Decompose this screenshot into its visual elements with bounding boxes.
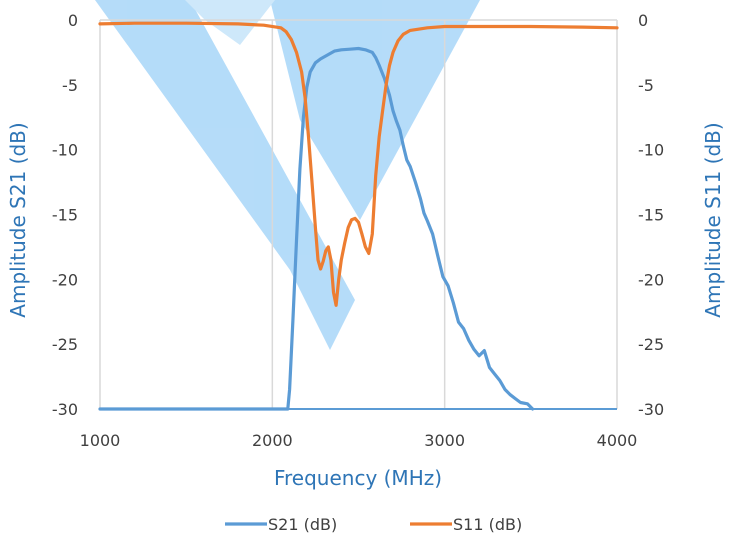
legend-label: S11 (dB) [453,515,522,534]
legend-label: S21 (dB) [268,515,337,534]
series-layer [98,21,619,411]
x-axis-title: Frequency (MHz) [274,466,442,490]
right-tick-label: -10 [638,141,664,160]
left-tick-label: -25 [52,335,78,354]
left-tick-label: -5 [62,76,78,95]
right-axis-title: Amplitude S11 (dB) [701,122,725,317]
watermark-shape-right [270,0,480,220]
left-tick-label: 0 [68,11,78,30]
watermark-shape-left [95,0,355,350]
right-tick-label: -15 [638,206,664,225]
left-axis-title: Amplitude S21 (dB) [6,122,30,317]
x-tick-label: 4000 [597,431,638,450]
right-tick-label: -5 [638,76,654,95]
left-tick-label: -10 [52,141,78,160]
gridlines [99,20,618,409]
left-tick-label: -30 [52,400,78,419]
right-tick-label: -30 [638,400,664,419]
right-tick-label: 0 [638,11,648,30]
legend: S21 (dB) S11 (dB) [225,515,522,534]
left-axis-ticks: 0 -5 -10 -15 -20 -25 -30 [52,11,78,419]
watermark-logo [95,0,480,350]
x-tick-label: 1000 [80,431,121,450]
left-tick-label: -20 [52,270,78,289]
left-tick-label: -15 [52,206,78,225]
right-axis-ticks: 0 -5 -10 -15 -20 -25 -30 [638,11,664,419]
series-line-s21 [98,46,535,411]
x-tick-label: 3000 [424,431,465,450]
right-tick-label: -20 [638,270,664,289]
right-tick-label: -25 [638,335,664,354]
series-line-s11 [98,21,619,307]
x-tick-label: 2000 [252,431,293,450]
x-axis-ticks: 1000 2000 3000 4000 [80,431,638,450]
